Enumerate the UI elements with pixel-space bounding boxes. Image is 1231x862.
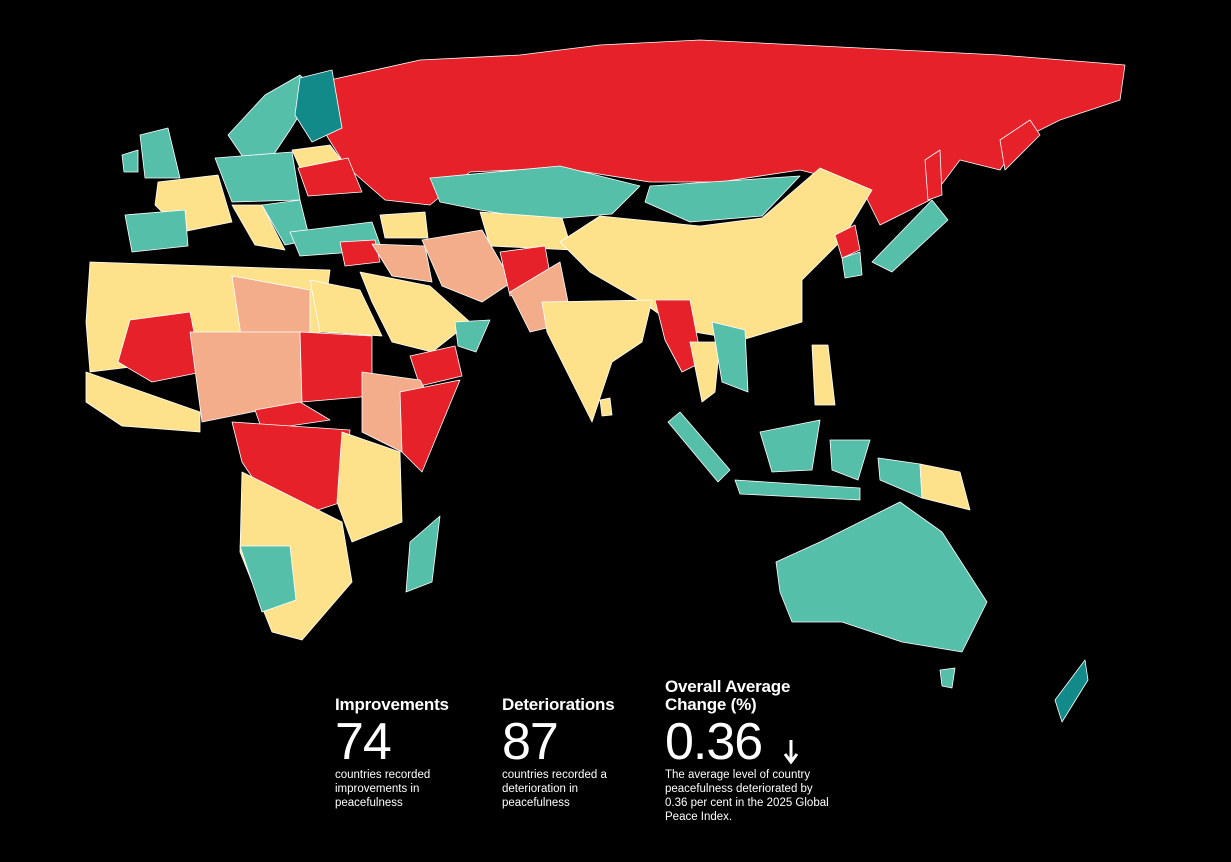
stat-title: Deteriorations xyxy=(502,695,615,714)
region xyxy=(214,151,301,203)
stat-deteriorations: Deteriorations 87 countries recorded a d… xyxy=(502,678,617,810)
region xyxy=(231,204,286,251)
region xyxy=(409,345,463,387)
region xyxy=(834,224,861,259)
stat-title: Improvements xyxy=(335,695,449,714)
region xyxy=(654,299,703,373)
region xyxy=(231,275,311,343)
region xyxy=(254,401,331,431)
down-arrow-icon xyxy=(783,740,799,765)
stat-value: 87 xyxy=(502,713,559,771)
region xyxy=(841,251,863,279)
region xyxy=(667,411,731,483)
stat-improvements: Improvements 74 countries recorded impro… xyxy=(335,678,450,810)
region xyxy=(599,397,613,417)
region xyxy=(479,211,573,251)
region xyxy=(919,463,971,511)
stat-title: Overall Average Change (%) xyxy=(665,677,791,714)
region xyxy=(999,119,1041,171)
stat-average-change: Overall Average Change (%) 0.36 The aver… xyxy=(665,678,835,824)
region xyxy=(711,321,749,393)
region xyxy=(85,371,201,433)
stat-description: The average level of country peacefulnes… xyxy=(665,769,829,823)
region xyxy=(559,167,873,341)
region xyxy=(689,341,721,403)
region xyxy=(644,175,801,223)
region xyxy=(371,243,433,283)
region xyxy=(429,165,641,221)
region xyxy=(454,319,491,353)
region xyxy=(811,344,836,406)
region xyxy=(924,149,943,201)
region xyxy=(121,149,139,173)
region xyxy=(239,545,297,613)
region xyxy=(339,239,381,267)
region xyxy=(1054,659,1089,723)
region xyxy=(405,515,441,593)
region xyxy=(829,439,871,481)
stat-value: 0.36 xyxy=(665,713,763,771)
region xyxy=(541,299,653,423)
region xyxy=(117,311,203,383)
region xyxy=(139,127,181,179)
region xyxy=(336,431,403,543)
region xyxy=(775,501,988,653)
region xyxy=(399,379,461,473)
region xyxy=(871,199,949,273)
region xyxy=(877,457,923,499)
region xyxy=(734,479,861,501)
region xyxy=(421,229,513,303)
region xyxy=(379,211,429,239)
stat-description: countries recorded a deterioration in pe… xyxy=(502,769,607,809)
map-regions xyxy=(85,39,1126,723)
region xyxy=(309,279,383,337)
region xyxy=(294,69,343,143)
stat-value: 74 xyxy=(335,713,392,771)
stat-description: countries recorded improvements in peace… xyxy=(335,769,431,809)
region xyxy=(299,331,373,403)
region xyxy=(124,209,189,253)
region xyxy=(939,667,956,689)
region xyxy=(297,157,363,197)
region xyxy=(759,419,821,473)
